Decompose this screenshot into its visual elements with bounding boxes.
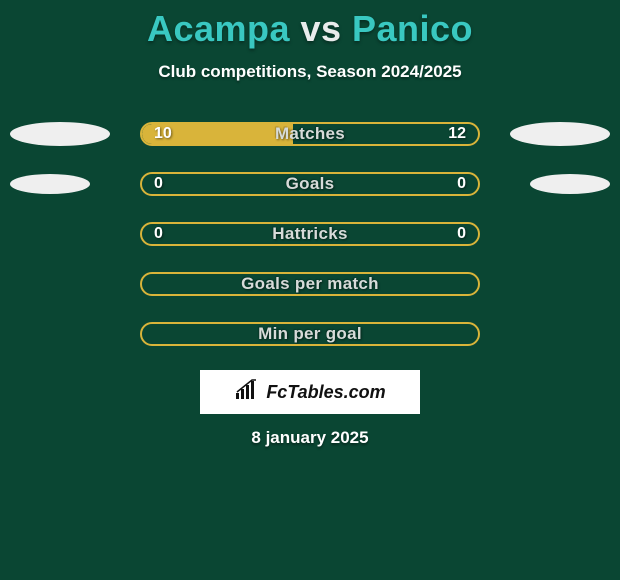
player-right-ellipse <box>530 174 610 194</box>
stat-bar: Hattricks0 0 <box>140 222 480 246</box>
stat-row: Goals per match <box>0 270 620 298</box>
stat-label: Hattricks <box>142 224 478 244</box>
player-right-name: Panico <box>352 8 473 49</box>
stat-label: Goals per match <box>142 274 478 294</box>
stat-value-left: 0 <box>154 225 163 243</box>
player-left-name: Acampa <box>147 8 290 49</box>
subtitle: Club competitions, Season 2024/2025 <box>0 62 620 82</box>
stat-bar: Matches10 12 <box>140 122 480 146</box>
stat-row: Min per goal <box>0 320 620 348</box>
player-left-ellipse <box>10 174 90 194</box>
stat-value-left: 10 <box>154 125 172 143</box>
brand-box: FcTables.com <box>200 370 420 414</box>
stat-label: Goals <box>142 174 478 194</box>
page-title: Acampa vs Panico <box>0 8 620 50</box>
title-vs: vs <box>300 8 341 49</box>
stat-row: Hattricks0 0 <box>0 220 620 248</box>
stat-value-right: 0 <box>457 175 466 193</box>
stat-row: Goals0 0 <box>0 170 620 198</box>
player-right-ellipse <box>510 122 610 146</box>
brand-text: FcTables.com <box>266 382 385 403</box>
stat-bar: Goals per match <box>140 272 480 296</box>
stat-label: Min per goal <box>142 324 478 344</box>
brand-chart-icon <box>234 379 260 406</box>
stat-label: Matches <box>142 124 478 144</box>
stat-bar: Min per goal <box>140 322 480 346</box>
stat-bar: Goals0 0 <box>140 172 480 196</box>
date-label: 8 january 2025 <box>0 428 620 448</box>
root-container: Acampa vs Panico Club competitions, Seas… <box>0 0 620 448</box>
comparison-area: Matches1012Goals00Hattricks00Goals per m… <box>0 120 620 348</box>
stat-value-left: 0 <box>154 175 163 193</box>
stat-row: Matches10 12 <box>0 120 620 148</box>
player-left-ellipse <box>10 122 110 146</box>
stat-value-right: 12 <box>448 125 466 143</box>
stat-value-right: 0 <box>457 225 466 243</box>
